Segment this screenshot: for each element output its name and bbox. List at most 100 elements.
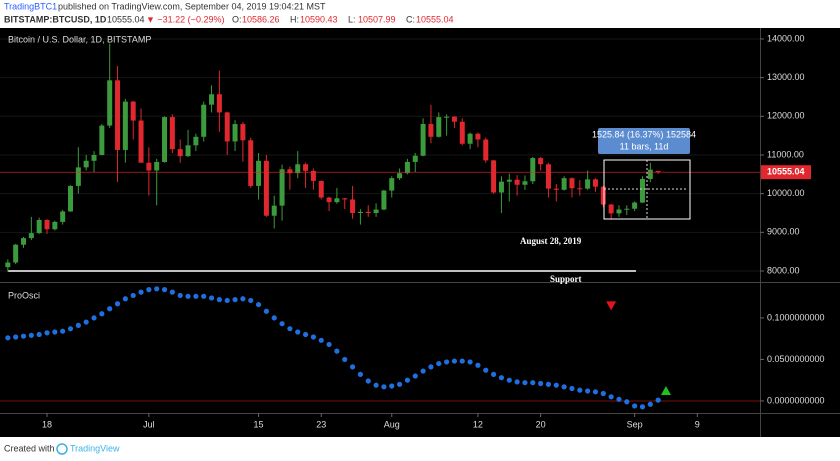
candle-body [60, 211, 66, 222]
osc-dot [114, 301, 121, 307]
osc-dot [185, 293, 191, 299]
osc-dot [318, 337, 324, 343]
candle-body [201, 104, 207, 137]
candle-body [83, 160, 89, 168]
candle-body [655, 170, 661, 173]
osc-dot [491, 371, 497, 377]
osc-dot [295, 329, 301, 335]
candle-body [467, 133, 473, 144]
last-price-box [761, 165, 811, 180]
osc-dot [263, 308, 269, 314]
osc-dot [154, 286, 160, 292]
osc-dot [436, 360, 442, 367]
candle-body [295, 164, 301, 174]
candle-body [21, 238, 27, 245]
candle-body [256, 160, 262, 186]
candle-body [373, 209, 379, 213]
candle-body [44, 219, 50, 230]
y-tick-label: 11000.00 [767, 149, 804, 159]
osc-dot [130, 292, 136, 299]
osc-dot [310, 334, 317, 340]
candle-body [279, 169, 285, 206]
osc-dot [389, 383, 395, 389]
candle-body [177, 149, 183, 157]
header-bg [0, 0, 840, 28]
y-tick-label: 13000.00 [767, 72, 805, 82]
candle-body [600, 186, 606, 205]
y-tick-label: 0.0000000000 [767, 395, 825, 405]
y-tick-label: 9000.00 [767, 227, 800, 237]
osc-dot [146, 287, 152, 293]
candle-body [334, 198, 340, 203]
osc-dot [28, 332, 34, 338]
osc-dot [577, 387, 583, 393]
osc-dot [365, 378, 371, 384]
osc-dot [5, 335, 11, 341]
candle-body [632, 202, 638, 209]
osc-dot [530, 380, 536, 386]
quote-label: L: [348, 14, 356, 24]
candle-body [342, 198, 348, 200]
osc-dot [224, 297, 230, 304]
osc-dot [161, 287, 168, 293]
osc-dot [506, 377, 512, 383]
candle-body [436, 117, 442, 137]
candle-body [169, 117, 175, 150]
osc-dot [373, 382, 379, 388]
candle-body [130, 101, 136, 121]
candle-body [350, 199, 356, 213]
candle-body [498, 181, 504, 193]
candle-body [569, 178, 575, 189]
candle-body [318, 180, 324, 198]
osc-dot [342, 356, 348, 363]
candle-body [381, 190, 387, 210]
osc-dot [208, 295, 215, 301]
candle-body [154, 161, 160, 171]
candle-body [475, 133, 481, 140]
osc-dot [608, 394, 614, 400]
osc-dot [216, 297, 222, 303]
osc-dot [169, 289, 175, 295]
measure-line2: 11 bars, 11d [620, 141, 669, 151]
osc-dot [232, 297, 238, 303]
candle-body [397, 173, 403, 179]
candle-body [553, 188, 559, 190]
x-tick-label: 15 [254, 419, 264, 429]
y-tick-label: 10000.00 [767, 188, 805, 198]
quote-label: C: [406, 14, 415, 24]
osc-dot [522, 380, 528, 386]
osc-dot [428, 364, 434, 370]
osc-dot [498, 375, 505, 381]
candle-body [240, 124, 246, 141]
measure-line1: 1525.84 (16.37%) 152584 [592, 129, 696, 139]
osc-dot [138, 289, 144, 295]
candle-body [310, 170, 316, 181]
osc-dot [396, 381, 403, 387]
candle-body [209, 94, 215, 105]
footer-created: Created with [4, 443, 55, 453]
osc-dot [75, 322, 81, 328]
footer-brand[interactable]: TradingView [70, 443, 120, 453]
candle-body [514, 179, 520, 185]
osc-dot [553, 382, 559, 388]
candle-body [538, 158, 544, 165]
osc-dot [459, 358, 465, 364]
y-tick-label: 14000.00 [767, 33, 805, 43]
y-tick-label: 12000.00 [767, 111, 805, 121]
osc-dot [52, 329, 58, 335]
osc-dot [467, 359, 473, 365]
author[interactable]: TradingBTC1 [4, 1, 57, 11]
osc-dot [91, 315, 97, 321]
osc-dot [545, 381, 552, 387]
x-tick-label: 20 [536, 419, 546, 429]
candle-body [36, 219, 42, 234]
osc-dot [287, 326, 293, 332]
candle-body [459, 121, 465, 144]
osc-dot [122, 296, 128, 302]
y-tick-label: 0.0500000000 [767, 354, 825, 364]
candle-body [185, 145, 191, 157]
osc-dot [83, 319, 89, 325]
osc-dot [107, 306, 113, 312]
osc-dot [302, 331, 309, 338]
osc-dot [349, 364, 356, 370]
